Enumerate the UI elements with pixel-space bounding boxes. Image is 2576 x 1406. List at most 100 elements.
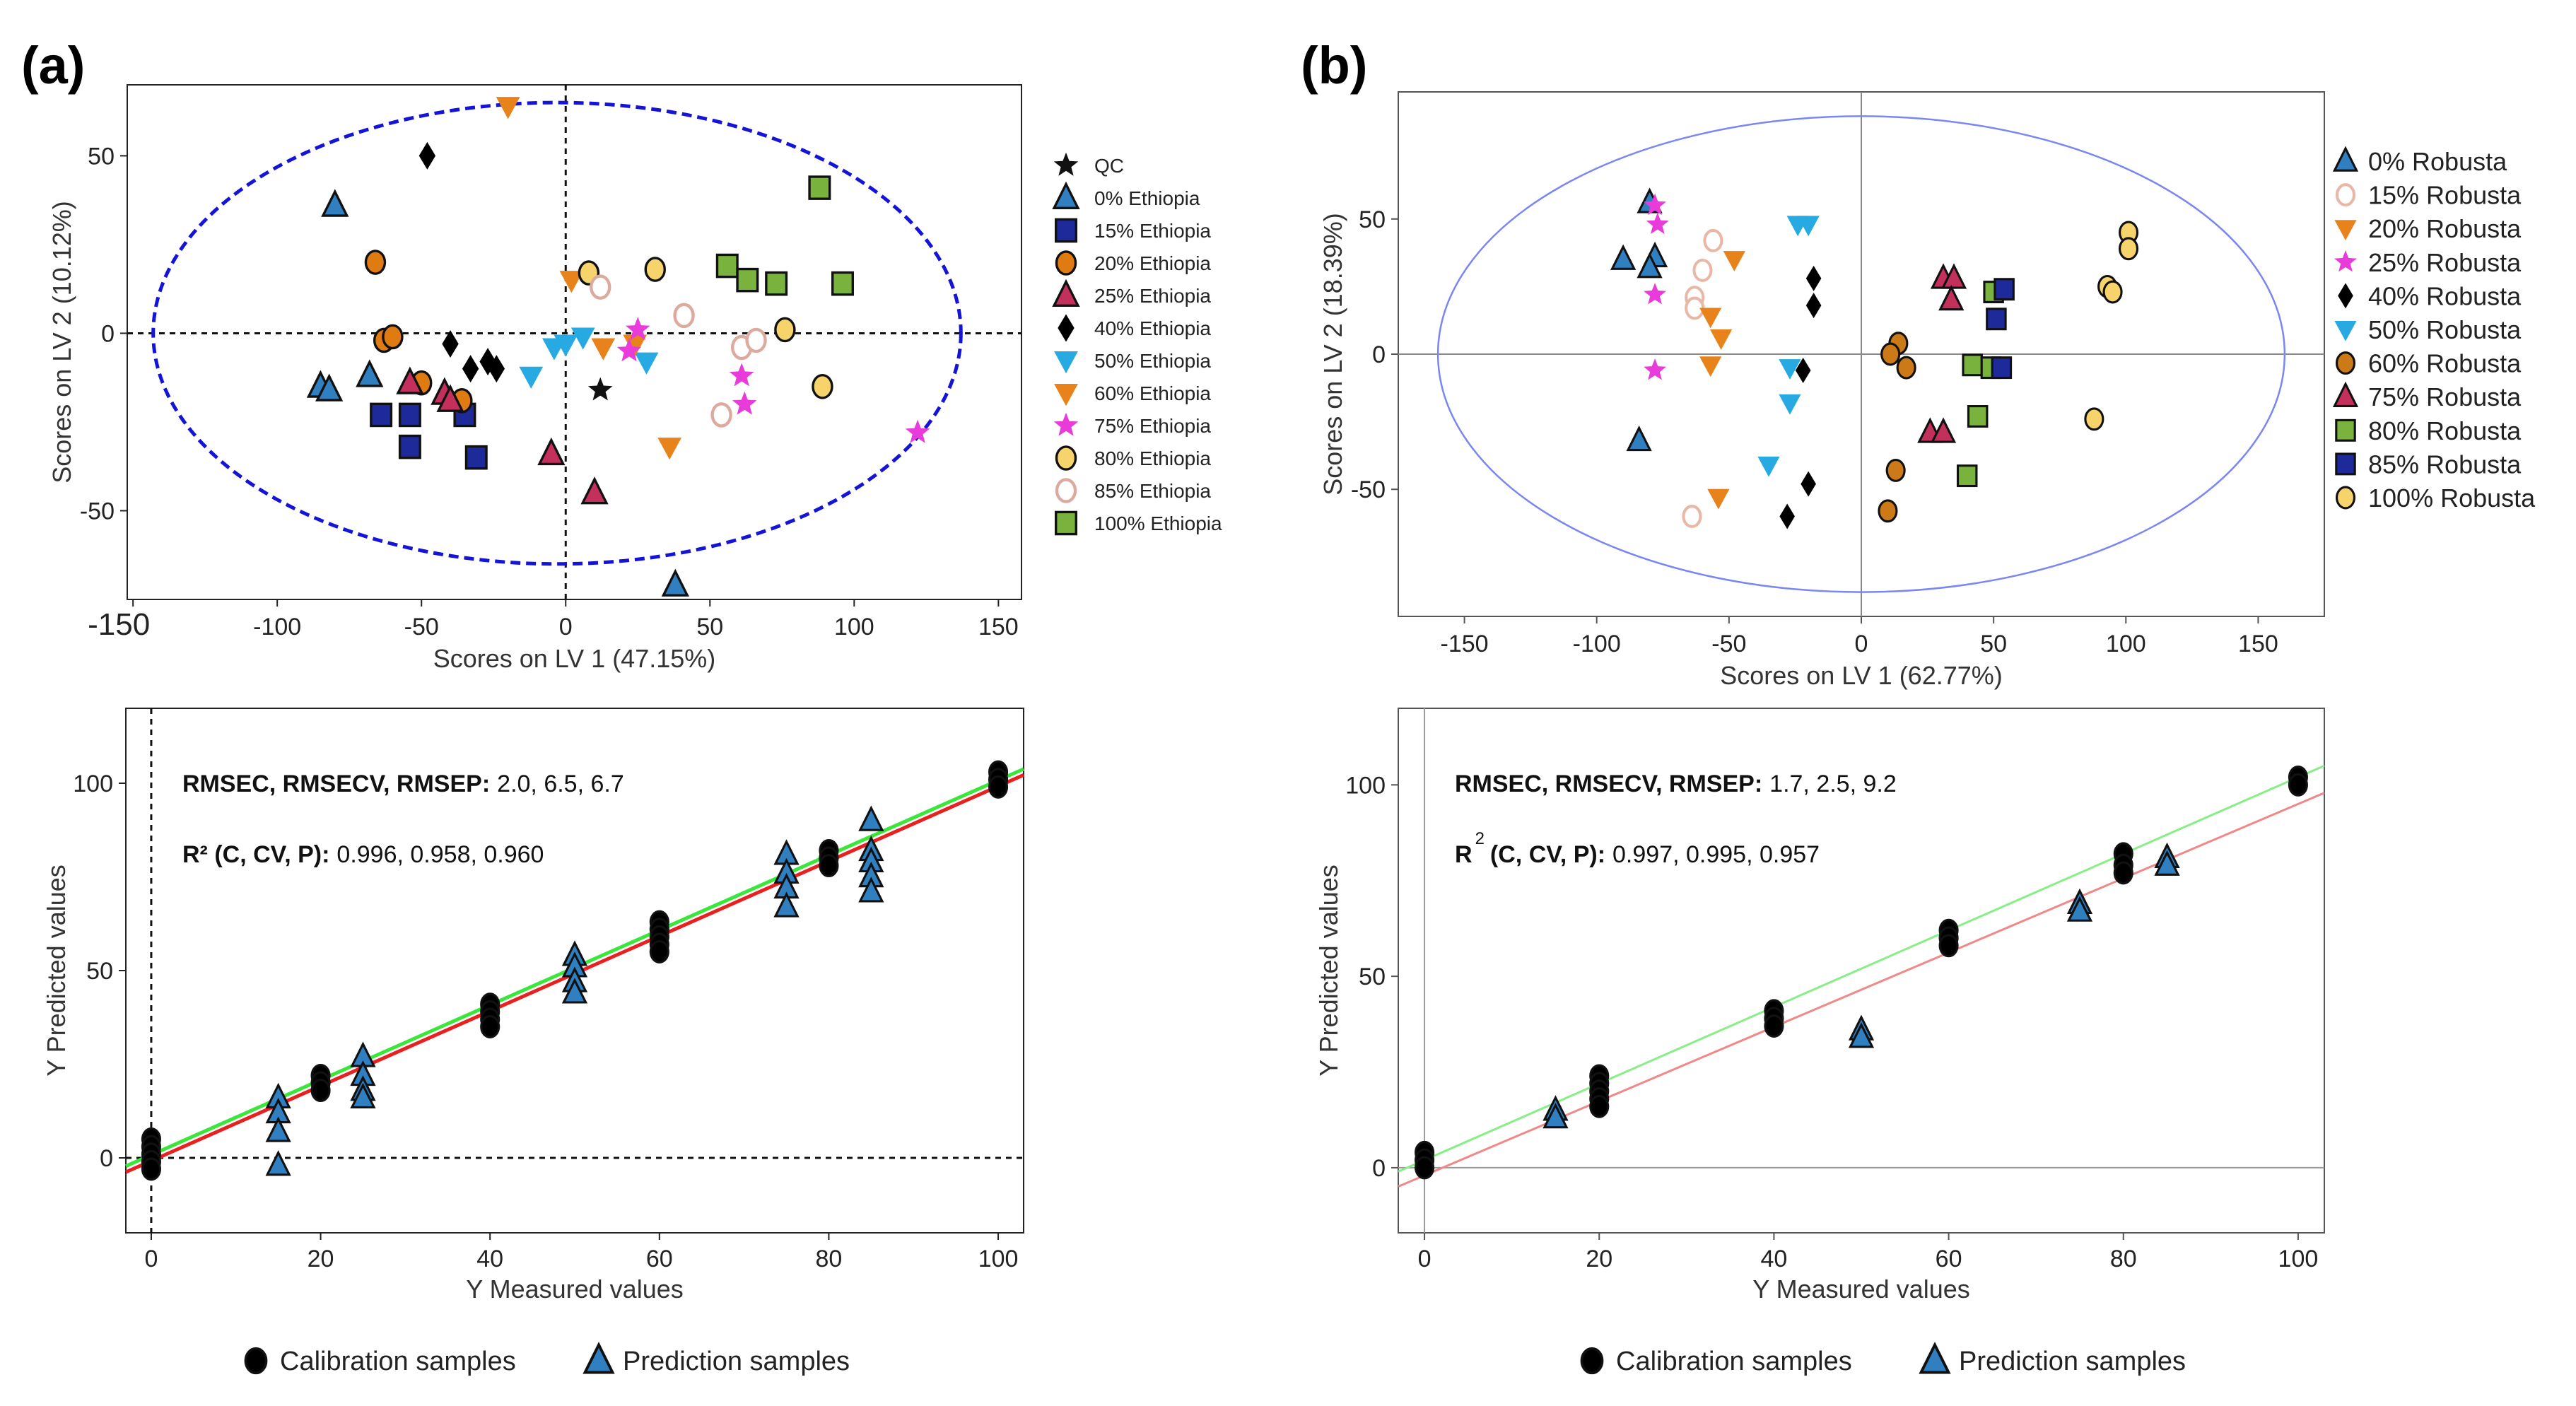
y-axis-label: Y Predicted values: [42, 865, 71, 1077]
data-point: [382, 324, 404, 350]
data-point: [1723, 251, 1745, 271]
stats-rmse-values: 1.7, 2.5, 9.2: [1769, 771, 1897, 797]
legend-label: 20% Ethiopia: [1094, 252, 1211, 274]
legend-marker: [2335, 418, 2356, 442]
chart-a-regression: 0 20 40 60 80 100 100 50 0 Y Measured values Y Pre…: [42, 708, 1025, 1304]
legend-label: 0% Robusta: [2368, 147, 2507, 176]
x-tick-label: 80: [816, 1246, 843, 1272]
bottom-legend-label: Calibration samples: [280, 1347, 516, 1376]
legend-marker: [1055, 478, 1077, 503]
bottom-legend-b: Calibration samples Prediction samples: [1580, 1342, 2186, 1376]
data-point: [418, 141, 436, 170]
bottom-legend-label: Calibration samples: [1616, 1347, 1852, 1376]
y-tick-label: 50: [1359, 963, 1386, 990]
data-point: [661, 568, 689, 597]
legend-marker-prediction: [582, 1342, 615, 1374]
data-point: [905, 419, 930, 443]
x-axis-label: Y Measured values: [466, 1275, 684, 1304]
data-point: [370, 402, 393, 428]
data-point: [1956, 464, 1978, 488]
x-tick-label: 0: [1855, 631, 1868, 657]
data-point: [462, 355, 479, 383]
data-point: [773, 891, 800, 918]
chart-a-scores: -150 -100 -50 0 50 100 150 50 0 -50 Scores on LV 1…: [47, 84, 1222, 673]
bottom-legend-a: Calibration samples Prediction samples: [244, 1342, 850, 1376]
data-point: [634, 352, 659, 375]
x-tick-label: 150: [2238, 631, 2278, 657]
data-point: [1610, 244, 1637, 270]
data-point: [480, 1015, 500, 1038]
x-tick-label: 100: [2278, 1246, 2319, 1272]
data-point: [1878, 499, 1898, 523]
legend-label: 85% Ethiopia: [1094, 480, 1211, 502]
data-point: [1805, 265, 1822, 291]
legend-label: 50% Robusta: [2368, 315, 2522, 344]
data-point: [2066, 896, 2093, 922]
data-point: [1637, 252, 1663, 279]
data-point: [1795, 357, 1811, 383]
legend-label: 40% Robusta: [2368, 281, 2522, 310]
x-tick-label: 60: [646, 1246, 673, 1272]
data-point: [1938, 934, 1959, 958]
legend-label: 100% Ethiopia: [1094, 512, 1222, 534]
stats-r2-values: 0.996, 0.958, 0.960: [336, 841, 544, 868]
legend-label: 15% Robusta: [2368, 181, 2522, 210]
x-axis-label: Scores on LV 1 (47.15%): [433, 644, 716, 673]
y-tick-label: 50: [1359, 206, 1386, 233]
y-tick-label: -50: [1351, 476, 1386, 503]
x-tick-label: 100: [2106, 631, 2146, 657]
legend-marker: [2334, 220, 2357, 240]
data-point: [1940, 263, 1967, 289]
data-point: [745, 327, 767, 353]
data-point: [398, 402, 421, 428]
data-point: [1805, 293, 1822, 319]
data-point: [1848, 1022, 1875, 1048]
legend-label: 85% Robusta: [2368, 450, 2522, 479]
x-tick-label: 20: [308, 1246, 334, 1272]
legend-marker: [2334, 321, 2357, 341]
data-point: [350, 1082, 376, 1108]
legend-marker: [1055, 218, 1077, 243]
legend-marker: [2335, 452, 2356, 476]
panel-label-a: (a): [21, 36, 85, 95]
data-point: [559, 271, 584, 293]
data-point: [398, 434, 421, 459]
stats-r2-label-rest: (C, CV, P):: [1490, 841, 1605, 868]
x-tick-label: 150: [978, 614, 1019, 640]
data-point: [657, 438, 682, 460]
data-point: [1896, 356, 1916, 380]
data-point: [1986, 307, 2007, 331]
data-point: [1644, 193, 1666, 216]
data-point: [356, 359, 384, 387]
data-point: [1991, 356, 2013, 380]
legend-marker: [2335, 486, 2356, 510]
data-point: [2288, 773, 2308, 797]
data-point: [1779, 394, 1801, 415]
x-tick-label: 20: [1586, 1246, 1612, 1272]
data-point: [590, 274, 611, 300]
legend-marker: [2332, 381, 2359, 407]
data-point: [858, 877, 884, 903]
data-point: [1967, 405, 1989, 428]
data-point: [519, 366, 544, 389]
x-tick-label: 40: [1761, 1246, 1788, 1272]
stats-rmse-values: 2.0, 6.5, 6.7: [497, 771, 624, 797]
legend-marker: [1058, 314, 1075, 342]
stats-rmse: RMSEC, RMSECV, RMSEP: 1.7, 2.5, 9.2: [1455, 771, 1897, 797]
data-point: [644, 257, 666, 282]
y-tick-label: 100: [73, 771, 113, 797]
legend-marker: [1052, 181, 1080, 209]
x-tick-label: 40: [476, 1246, 503, 1272]
plot-frame: [1398, 708, 2325, 1234]
legend-label: 60% Robusta: [2368, 349, 2522, 378]
legend-marker: [1053, 412, 1079, 436]
y-tick-label: 0: [1372, 341, 1386, 368]
data-point: [464, 445, 488, 470]
data-point: [808, 175, 831, 200]
x-axis-label: Y Measured values: [1752, 1275, 1970, 1304]
data-point: [715, 253, 739, 279]
data-point: [1699, 307, 1722, 329]
bottom-legend-label: Prediction samples: [623, 1347, 850, 1376]
data-point: [2102, 280, 2123, 304]
